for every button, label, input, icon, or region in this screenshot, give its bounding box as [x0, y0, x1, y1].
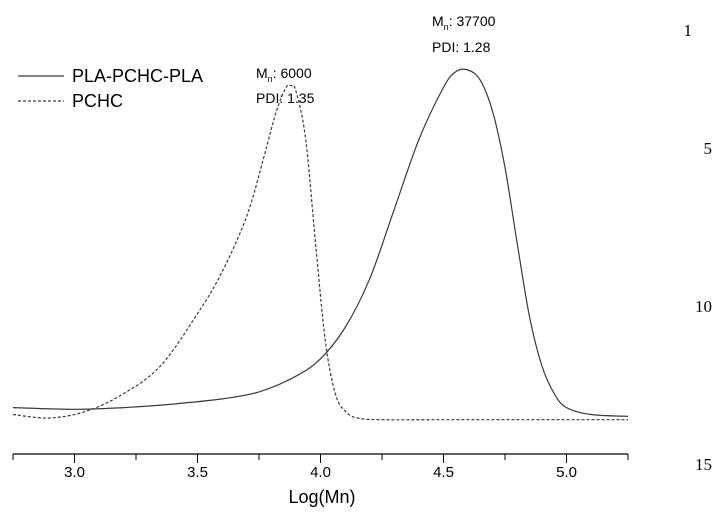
legend: PLA-PCHC-PLA PCHC [18, 66, 203, 111]
series-line-pchc [12, 84, 628, 421]
line-number-1: 1 [684, 21, 693, 40]
line-number-15: 15 [695, 455, 712, 474]
x-tick-label: 4.5 [433, 464, 454, 481]
annotation-pchc: Mn: 6000 PDI: 1.35 [256, 65, 315, 106]
x-ticks: 3.0 3.5 4.0 4.5 5.0 [12, 454, 629, 481]
x-axis-label: Log(Mn) [288, 487, 355, 507]
x-tick-label: 4.0 [310, 464, 331, 481]
series-line-pla-pchc-pla [12, 68, 629, 417]
line-number-10: 10 [695, 297, 712, 316]
annotation-pla-pdi: PDI: 1.28 [432, 39, 491, 55]
legend-label-pla-pchc-pla: PLA-PCHC-PLA [72, 66, 203, 86]
legend-label-pchc: PCHC [72, 91, 123, 111]
annotation-pla-mn: Mn: 37700 [432, 13, 496, 32]
plot-area [12, 68, 629, 421]
annotation-pchc-mn: Mn: 6000 [256, 65, 312, 84]
annotation-pchc-pdi: PDI: 1.35 [256, 90, 315, 106]
line-numbers: 1 5 10 15 [684, 21, 712, 474]
x-tick-label: 3.5 [187, 464, 208, 481]
line-number-5: 5 [704, 139, 712, 158]
x-tick-label: 5.0 [556, 464, 577, 481]
annotation-pla: Mn: 37700 PDI: 1.28 [432, 13, 496, 55]
x-tick-label: 3.0 [64, 464, 85, 481]
